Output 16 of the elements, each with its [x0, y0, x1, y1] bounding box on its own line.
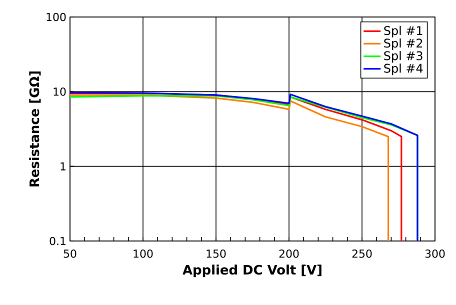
- y-tick-label: 1: [60, 162, 66, 170]
- legend-label: Spl #4: [384, 64, 423, 76]
- y-tick-label: 10: [54, 88, 66, 96]
- x-tick-label: 50: [64, 250, 76, 258]
- x-tick-label: 150: [206, 250, 226, 258]
- x-axis-title: Applied DC Volt [V]: [182, 264, 322, 278]
- x-tick-label: 200: [279, 250, 299, 258]
- y-axis-title: Resistance [GΩ]: [29, 72, 41, 186]
- legend-label: Spl #1: [384, 26, 422, 38]
- y-tick-label: 0.1: [50, 236, 66, 246]
- y-tick-label: 100: [46, 12, 66, 22]
- legend-label: Spl #2: [384, 38, 422, 50]
- x-tick-label: 100: [134, 250, 153, 258]
- legend-label: Spl #3: [384, 51, 422, 63]
- x-tick-label: 250: [352, 250, 372, 258]
- x-tick-label: 300: [425, 250, 445, 258]
